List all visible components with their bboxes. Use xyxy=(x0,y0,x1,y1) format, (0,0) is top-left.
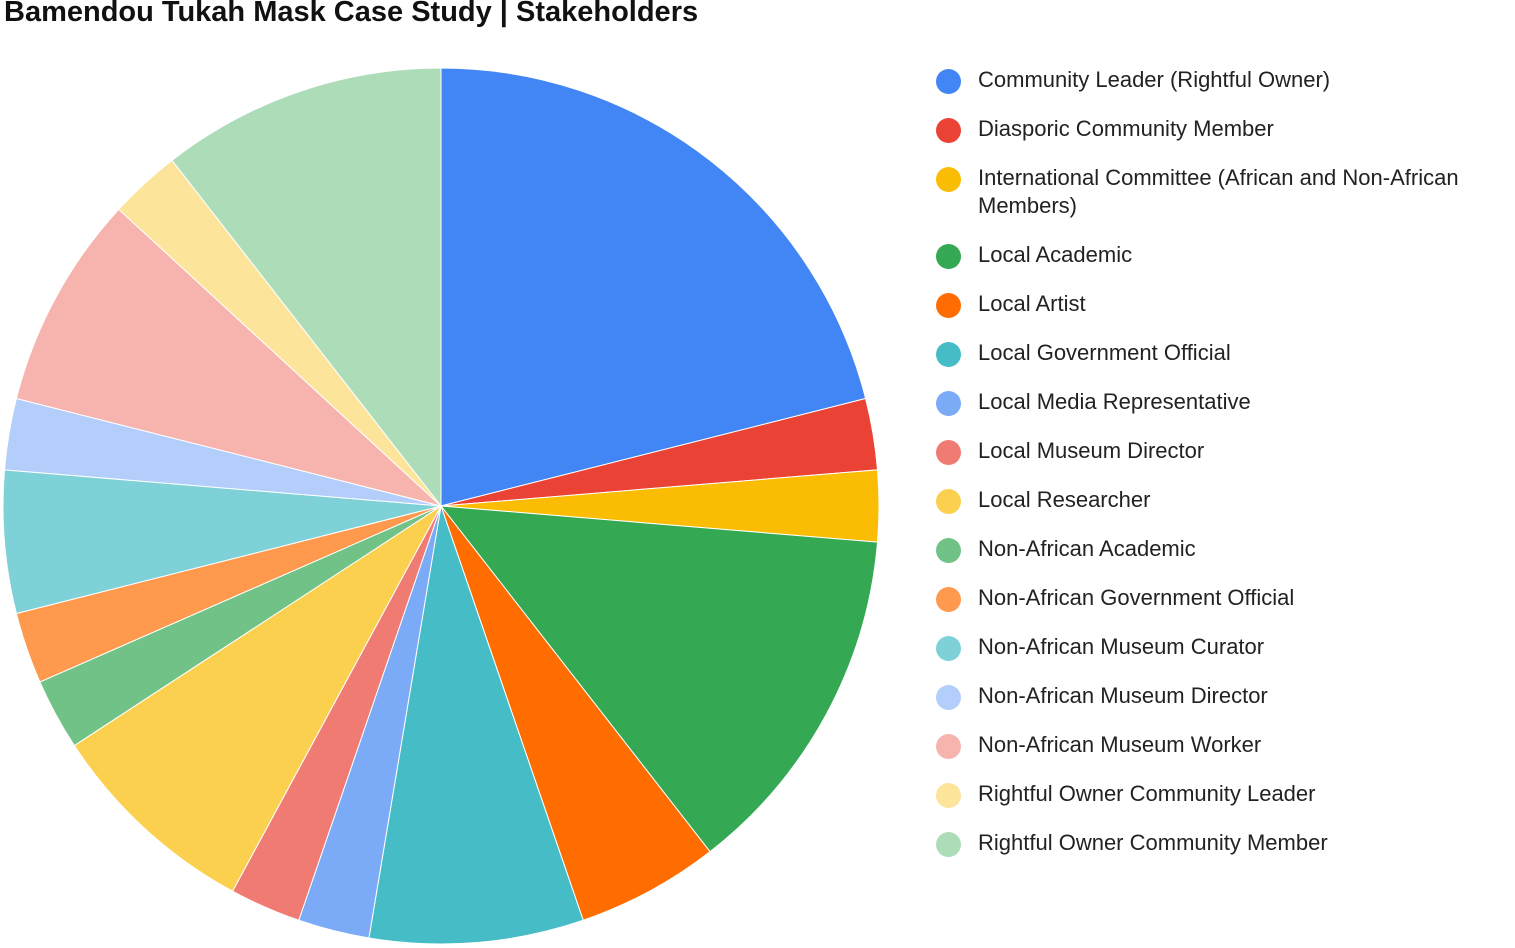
legend-label: Local Academic xyxy=(978,242,1133,267)
legend-label: Non-African Museum Curator xyxy=(978,634,1265,659)
legend-label: Non-African Academic xyxy=(978,536,1196,561)
legend-item: Local Government Official xyxy=(936,339,1515,367)
legend-label: Diasporic Community Member xyxy=(978,116,1274,141)
legend-swatch xyxy=(936,783,961,808)
pie-slice-13 xyxy=(15,208,442,507)
legend-swatch xyxy=(936,538,961,563)
legend-swatch xyxy=(936,118,961,143)
pie-slice-11 xyxy=(2,469,442,615)
legend-swatch xyxy=(936,587,961,612)
legend-swatch xyxy=(936,832,961,857)
pie-slice-4 xyxy=(440,505,711,921)
legend-swatch xyxy=(936,391,961,416)
legend-label: Local Media Representative xyxy=(978,389,1251,414)
legend-item: Non-African Government Official xyxy=(936,584,1515,612)
legend-swatch xyxy=(936,69,961,94)
pie-slice-0 xyxy=(440,67,867,507)
legend: Community Leader (Rightful Owner) Diaspor… xyxy=(936,66,1515,878)
chart-title: Bamendou Tukah Mask Case Study | Stakeho… xyxy=(4,0,699,28)
legend-label: Community Leader (Rightful Owner) xyxy=(978,67,1331,92)
legend-item: Local Artist xyxy=(936,290,1515,318)
legend-label: Rightful Owner Community Member xyxy=(978,830,1328,855)
legend-item: Non-African Museum Director xyxy=(936,682,1515,710)
legend-swatch xyxy=(936,293,961,318)
legend-swatch xyxy=(936,440,961,465)
legend-label: Rightful Owner Community Leader xyxy=(978,781,1316,806)
legend-label: Local Artist xyxy=(978,291,1086,316)
pie-slice-3 xyxy=(439,505,879,853)
legend-label: International Committee (African and Non… xyxy=(978,165,1459,218)
legend-swatch xyxy=(936,636,961,661)
pie-slice-15 xyxy=(171,67,442,508)
legend-label: Non-African Government Official xyxy=(978,585,1295,610)
pie-slice-5 xyxy=(368,505,584,945)
legend-swatch xyxy=(936,167,961,192)
legend-swatch xyxy=(936,734,961,759)
legend-swatch xyxy=(936,244,961,269)
legend-item: Non-African Museum Curator xyxy=(936,633,1515,661)
legend-item: Non-African Museum Worker xyxy=(936,731,1515,759)
legend-swatch xyxy=(936,489,961,514)
legend-item: International Committee (African and Non… xyxy=(936,164,1515,220)
legend-label: Local Museum Director xyxy=(978,438,1205,463)
pie-slice-8 xyxy=(73,505,442,892)
legend-item: Non-African Academic xyxy=(936,535,1515,563)
pie-chart xyxy=(2,67,880,945)
legend-item: Rightful Owner Community Member xyxy=(936,829,1515,857)
legend-item: Rightful Owner Community Leader xyxy=(936,780,1515,808)
legend-item: Local Researcher xyxy=(936,486,1515,514)
legend-item: Diasporic Community Member xyxy=(936,115,1515,143)
legend-label: Non-African Museum Director xyxy=(978,683,1268,708)
legend-label: Local Government Official xyxy=(978,340,1231,365)
legend-item: Local Academic xyxy=(936,241,1515,269)
legend-label: Local Researcher xyxy=(978,487,1151,512)
legend-item: Local Media Representative xyxy=(936,388,1515,416)
legend-label: Non-African Museum Worker xyxy=(978,732,1262,757)
legend-swatch xyxy=(936,342,961,367)
legend-item: Local Museum Director xyxy=(936,437,1515,465)
legend-item: Community Leader (Rightful Owner) xyxy=(936,66,1515,94)
legend-swatch xyxy=(936,685,961,710)
